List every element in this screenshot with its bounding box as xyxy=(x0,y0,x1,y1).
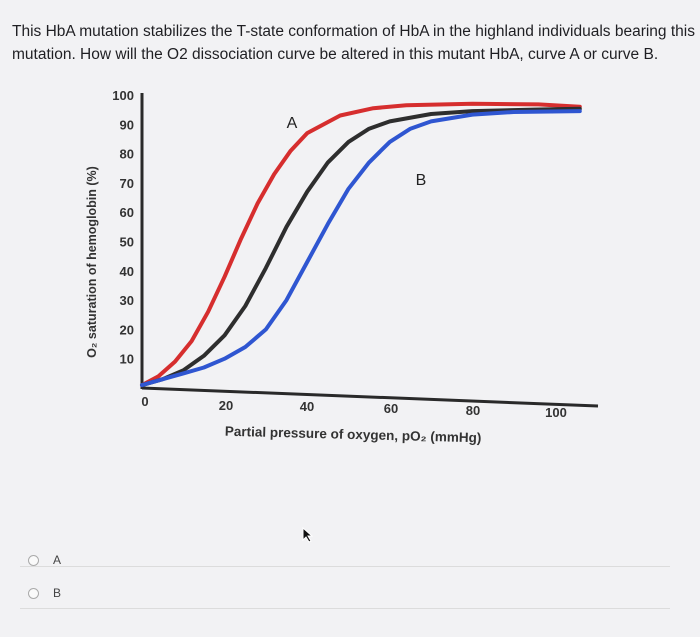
option-divider xyxy=(20,566,670,567)
x-tick-label-40: 40 xyxy=(300,399,314,414)
x-axis-title: Partial pressure of oxygen, pO₂ (mmHg) xyxy=(225,424,482,446)
curve-b xyxy=(140,109,582,388)
option-a[interactable]: A xyxy=(28,550,61,570)
y-axis-title: O₂ saturation of hemoglobin (%) xyxy=(85,166,99,358)
mouse-cursor-icon xyxy=(302,527,314,543)
y-tick-label-60: 60 xyxy=(120,205,134,220)
y-tick-label-50: 50 xyxy=(120,235,134,250)
x-tick-label-60: 60 xyxy=(384,401,398,416)
y-tick-label-20: 20 xyxy=(120,322,134,337)
x-tick-label-0: 0 xyxy=(141,394,148,409)
x-axis-line xyxy=(141,386,599,408)
y-tick-label-100: 100 xyxy=(112,88,134,103)
curve-a xyxy=(140,101,582,388)
question-text: This HbA mutation stabilizes the T-state… xyxy=(12,23,695,63)
option-b-label: B xyxy=(53,586,62,600)
curve-middle xyxy=(140,106,582,388)
y-tick-label-10: 10 xyxy=(120,352,134,367)
radio-a[interactable] xyxy=(28,554,39,566)
curve-label-b: B xyxy=(416,172,427,189)
x-tick-label-100: 100 xyxy=(545,405,567,420)
x-tick-label-80: 80 xyxy=(466,403,480,418)
option-b[interactable]: B xyxy=(28,583,61,603)
y-tick-label-80: 80 xyxy=(120,147,134,162)
oxygen-dissociation-chart: 10 20 30 40 50 60 70 80 90 100 0 20 40 60 80 100 Partial… xyxy=(0,70,700,490)
x-tick-label-20: 20 xyxy=(219,398,233,413)
y-tick-label-40: 40 xyxy=(120,264,134,279)
y-tick-label-90: 90 xyxy=(120,117,134,132)
chart-svg: 10 20 30 40 50 60 70 80 90 100 0 20 40 60 80 100 Partial… xyxy=(85,88,599,446)
radio-b[interactable] xyxy=(28,587,39,599)
y-tick-label-30: 30 xyxy=(120,293,134,308)
curve-label-a: A xyxy=(287,115,298,132)
option-a-label: A xyxy=(53,553,62,567)
option-divider xyxy=(20,608,670,609)
y-tick-label-70: 70 xyxy=(120,176,134,191)
